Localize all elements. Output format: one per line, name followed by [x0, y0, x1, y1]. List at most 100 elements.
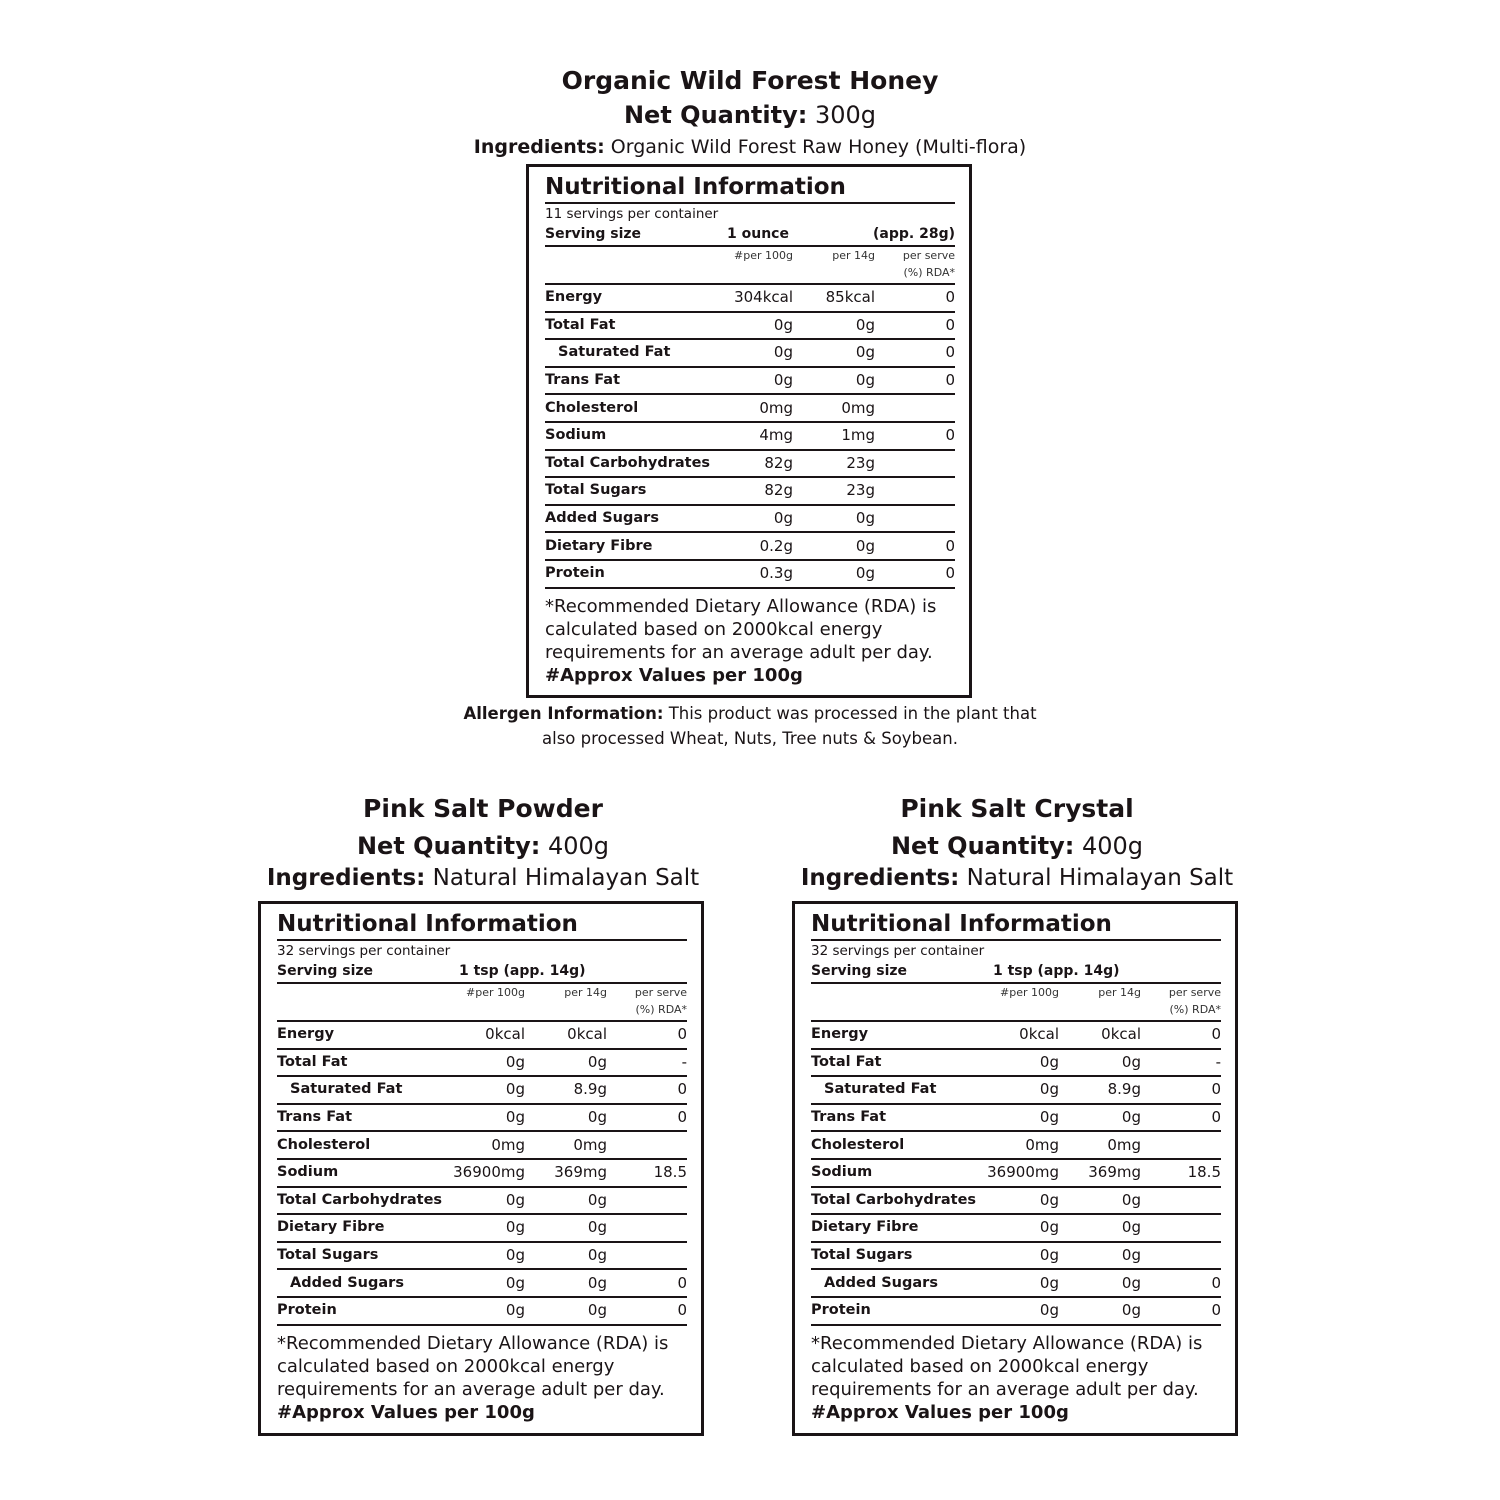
value-per-100g: 0g: [505, 1218, 525, 1237]
allergen-label: Allergen Information:: [463, 704, 664, 723]
approx-values-note: #Approx Values per 100g: [277, 1401, 535, 1423]
rda-footnote: *Recommended Dietary Allowance (RDA) is …: [277, 1332, 669, 1400]
nutrient-name: Total Carbohydrates: [811, 1191, 977, 1208]
net-quantity-label: Net Quantity:: [623, 101, 808, 129]
column-header-rda: per serve (%) RDA*: [607, 984, 687, 1020]
value-per-100g: 0g: [505, 1190, 525, 1209]
servings-per-container: 32 servings per container: [811, 943, 985, 959]
nutrient-row: Protein 0g 0g 0: [811, 1298, 1221, 1326]
value-rda: 0: [945, 315, 955, 334]
nutrient-name: Protein: [545, 565, 605, 582]
nutrient-row: Cholesterol 0mg 0mg: [277, 1132, 687, 1160]
net-quantity-label: Net Quantity:: [356, 832, 541, 860]
nutrient-row: Added Sugars 0g 0g 0: [277, 1270, 687, 1298]
nutrient-row: Energy 0kcal 0kcal 0: [277, 1022, 687, 1050]
product-header-pink-salt-crystal: Pink Salt Crystal Net Quantity: 400g Ing…: [717, 792, 1317, 893]
value-per-14g: 8.9g: [1107, 1080, 1141, 1099]
nutrient-name: Total Fat: [811, 1053, 882, 1070]
nutrient-row: Trans Fat 0g 0g 0: [545, 368, 955, 396]
nutrient-name: Sodium: [811, 1164, 873, 1181]
column-header-per-serve: per serve: [634, 986, 687, 999]
nutrient-name: Protein: [811, 1302, 871, 1319]
value-per-14g: 0g: [587, 1218, 607, 1237]
value-per-100g: 0.2g: [759, 536, 793, 555]
nutrient-row: Added Sugars 0g 0g 0: [811, 1270, 1221, 1298]
approx-values-note: #Approx Values per 100g: [545, 664, 803, 686]
ingredients-value: Organic Wild Forest Raw Honey (Multi-flo…: [610, 136, 1027, 158]
value-per-14g: 0g: [587, 1052, 607, 1071]
value-rda: 0: [1211, 1080, 1221, 1099]
nutrient-row: Energy 304kcal 85kcal 0: [545, 285, 955, 313]
column-header-per-serve: per serve: [1168, 986, 1221, 999]
value-per-100g: 0mg: [759, 398, 793, 417]
value-rda: 0: [1211, 1301, 1221, 1320]
nutrient-row: Total Sugars 0g 0g: [277, 1243, 687, 1271]
product-title: Pink Salt Powder: [363, 794, 603, 823]
value-per-100g: 0g: [505, 1273, 525, 1292]
value-per-100g: 0g: [773, 371, 793, 390]
value-per-14g: 0mg: [1107, 1135, 1141, 1154]
nutrient-name: Trans Fat: [811, 1109, 887, 1126]
nutrient-row: Total Sugars 82g 23g: [545, 478, 955, 506]
nutrient-name: Cholesterol: [811, 1136, 905, 1153]
product-header-honey: Organic Wild Forest Honey Net Quantity: …: [350, 64, 1150, 162]
nutrient-name: Total Sugars: [811, 1247, 913, 1264]
column-header-per-14g: per 14g: [1098, 986, 1141, 999]
value-per-14g: 0mg: [841, 398, 875, 417]
nutrient-row: Trans Fat 0g 0g 0: [277, 1105, 687, 1133]
value-per-100g: 0g: [505, 1108, 525, 1127]
nutrient-row: Protein 0.3g 0g 0: [545, 561, 955, 589]
nutrient-row: Saturated Fat 0g 8.9g 0: [811, 1077, 1221, 1105]
servings-per-container: 32 servings per container: [277, 943, 451, 959]
value-per-100g: 0g: [1039, 1218, 1059, 1237]
nutrient-name: Added Sugars: [290, 1274, 404, 1291]
column-header-rda-percent: (%) RDA*: [1169, 1003, 1221, 1016]
value-rda: 0: [1211, 1025, 1221, 1044]
nutrient-row: Cholesterol 0mg 0mg: [545, 395, 955, 423]
value-per-100g: 0g: [1039, 1080, 1059, 1099]
net-quantity: Net Quantity: 400g: [717, 829, 1317, 863]
value-per-100g: 0g: [1039, 1273, 1059, 1292]
serving-size-label: Serving size: [811, 963, 908, 979]
serving-size-grams: (app. 28g): [873, 226, 955, 242]
value-per-14g: 369mg: [1088, 1163, 1141, 1182]
value-per-100g: 0g: [773, 509, 793, 528]
value-per-14g: 0g: [855, 564, 875, 583]
nutrient-row: Total Carbohydrates 82g 23g: [545, 451, 955, 479]
value-per-100g: 0.3g: [759, 564, 793, 583]
nutrient-row: Saturated Fat 0g 0g 0: [545, 340, 955, 368]
nutrition-panel-pink-salt-crystal: Nutritional Information 32 servings per c…: [792, 901, 1238, 1436]
value-per-100g: 0g: [1039, 1108, 1059, 1127]
nutrient-row: Trans Fat 0g 0g 0: [811, 1105, 1221, 1133]
value-per-100g: 36900mg: [453, 1163, 525, 1182]
net-quantity-label: Net Quantity:: [890, 832, 1075, 860]
nutrient-row: Total Sugars 0g 0g: [811, 1243, 1221, 1271]
net-quantity-value: 400g: [547, 832, 610, 860]
column-header-nutrient: [545, 247, 711, 283]
value-per-14g: 8.9g: [573, 1080, 607, 1099]
value-per-14g: 1mg: [841, 426, 875, 445]
value-per-100g: 82g: [764, 481, 793, 500]
footnote: *Recommended Dietary Allowance (RDA) is …: [811, 1326, 1221, 1432]
approx-values-note: #Approx Values per 100g: [811, 1401, 1069, 1423]
column-header-nutrient: [277, 984, 443, 1020]
nutrient-name: Protein: [277, 1302, 337, 1319]
allergen-text: This product was processed in the plant …: [542, 704, 1037, 748]
ingredients-value: Natural Himalayan Salt: [432, 865, 700, 891]
column-header-rda-percent: (%) RDA*: [903, 266, 955, 279]
nutrient-name: Saturated Fat: [558, 344, 671, 361]
value-rda: 0: [677, 1080, 687, 1099]
ingredients-label: Ingredients:: [473, 136, 605, 158]
net-quantity-value: 300g: [814, 101, 877, 129]
value-per-14g: 0g: [1121, 1273, 1141, 1292]
serving-size-value: 1 tsp (app. 14g): [993, 963, 1120, 979]
column-header-per-100g: #per 100g: [1000, 986, 1059, 999]
value-per-14g: 0g: [1121, 1052, 1141, 1071]
value-per-100g: 36900mg: [987, 1163, 1059, 1182]
column-header-row: #per 100g per 14g per serve (%) RDA*: [811, 984, 1221, 1022]
serving-size-row: Serving size 1 tsp (app. 14g): [811, 960, 1221, 984]
ingredients-value: Natural Himalayan Salt: [966, 865, 1234, 891]
nutrient-row: Total Fat 0g 0g -: [277, 1050, 687, 1078]
value-per-100g: 4mg: [759, 426, 793, 445]
nutrient-name: Saturated Fat: [824, 1081, 937, 1098]
